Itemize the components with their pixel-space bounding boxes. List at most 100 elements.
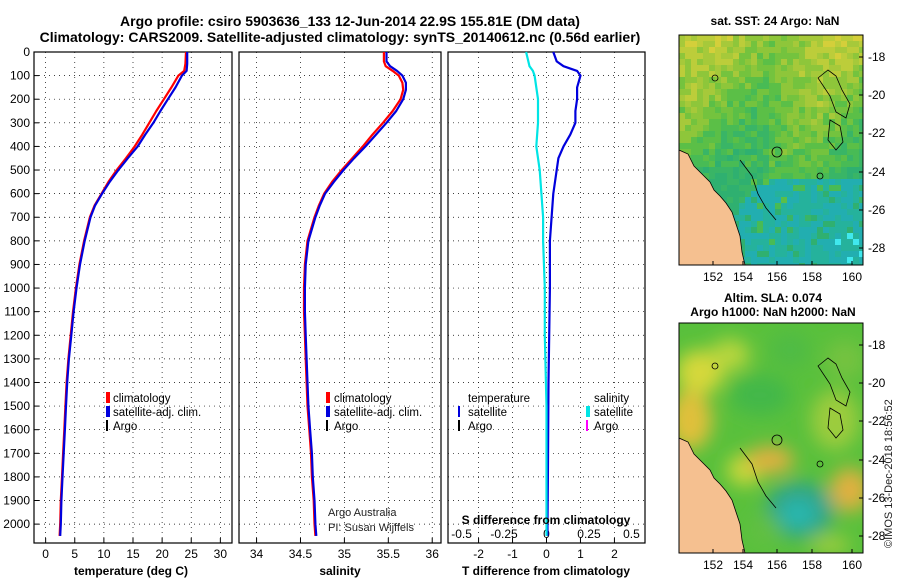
sst-cell xyxy=(715,59,721,65)
sst-cell xyxy=(775,113,781,119)
sst-cell xyxy=(739,107,745,113)
sst-cell xyxy=(841,251,847,257)
sst-cell xyxy=(853,89,859,95)
legend-swatch-satellite xyxy=(106,406,110,417)
sst-cell xyxy=(835,191,841,197)
sst-cell xyxy=(739,167,745,173)
sst-cell xyxy=(769,77,775,83)
sst-cell xyxy=(835,71,841,77)
sst-cell xyxy=(823,173,829,179)
sst-cell xyxy=(859,239,863,245)
sst-cell xyxy=(805,209,811,215)
sst-cell xyxy=(847,245,853,251)
sst-cell xyxy=(847,179,853,185)
sst-cell xyxy=(853,197,859,203)
sst-cell xyxy=(853,71,859,77)
sst-cell xyxy=(805,167,811,173)
sst-cell xyxy=(805,197,811,203)
sst-cell xyxy=(787,245,793,251)
sst-cell xyxy=(829,143,835,149)
sst-cell xyxy=(763,35,769,41)
sst-cell xyxy=(769,251,775,257)
sst-cell xyxy=(841,227,847,233)
sst-cell xyxy=(739,113,745,119)
sst-cell xyxy=(835,263,841,265)
depth-tick-label: 1500 xyxy=(3,399,30,413)
sst-cell xyxy=(679,137,685,143)
sst-cell xyxy=(859,137,863,143)
sst-cell xyxy=(853,215,859,221)
depth-tick-label: 1800 xyxy=(3,470,30,484)
sst-cell xyxy=(715,71,721,77)
sst-cell xyxy=(709,83,715,89)
sst-cell xyxy=(709,173,715,179)
sst-cell xyxy=(841,95,847,101)
sst-cell xyxy=(733,125,739,131)
sst-cell xyxy=(769,257,775,263)
sst-cell xyxy=(679,113,685,119)
sst-cell xyxy=(685,47,691,53)
sst-cell xyxy=(841,173,847,179)
sst-cell xyxy=(775,251,781,257)
sst-cell xyxy=(841,119,847,125)
sst-cell xyxy=(775,41,781,47)
sst-cell xyxy=(763,41,769,47)
sst-cell xyxy=(775,173,781,179)
map-ytick-label: -18 xyxy=(868,50,886,64)
sst-cell xyxy=(751,149,757,155)
sst-cell xyxy=(721,95,727,101)
sst-cell xyxy=(763,53,769,59)
sst-cell xyxy=(847,161,853,167)
sst-cell xyxy=(829,233,835,239)
sst-cell xyxy=(847,263,853,265)
sst-cell xyxy=(799,119,805,125)
sst-cell xyxy=(805,263,811,265)
sst-cell xyxy=(697,125,703,131)
map-ytick-label: -20 xyxy=(868,376,886,390)
sst-cell xyxy=(793,221,799,227)
sst-cell xyxy=(691,59,697,65)
sst-cell xyxy=(781,155,787,161)
sst-cell xyxy=(793,161,799,167)
sst-cell xyxy=(751,227,757,233)
sst-cell xyxy=(685,35,691,41)
sst-cell xyxy=(805,113,811,119)
sst-cell xyxy=(709,167,715,173)
sst-cell xyxy=(835,107,841,113)
sst-cell xyxy=(847,119,853,125)
sst-cell xyxy=(763,161,769,167)
sst-cell xyxy=(721,47,727,53)
sst-cell xyxy=(853,107,859,113)
map-ytick-label: -26 xyxy=(868,203,886,217)
sst-cell xyxy=(721,77,727,83)
sst-cell xyxy=(781,131,787,137)
sst-cell xyxy=(721,173,727,179)
sst-cell xyxy=(715,95,721,101)
sst-cell xyxy=(829,149,835,155)
sst-cell xyxy=(739,59,745,65)
sst-cell xyxy=(811,215,817,221)
sst-cell xyxy=(733,203,739,209)
sst-cell xyxy=(805,95,811,101)
sst-cell xyxy=(829,137,835,143)
sst-cell xyxy=(799,131,805,137)
sst-cell xyxy=(787,119,793,125)
sst-cell xyxy=(757,263,763,265)
salinity-xtick-label: 35 xyxy=(338,547,352,561)
sst-cell xyxy=(757,233,763,239)
salinity-xlabel: salinity xyxy=(319,564,361,578)
sst-cell xyxy=(817,251,823,257)
sst-cell xyxy=(769,83,775,89)
sst-cell xyxy=(703,173,709,179)
sst-cell xyxy=(745,95,751,101)
legend-climatology: climatology xyxy=(113,393,171,405)
depth-tick-label: 0 xyxy=(23,45,30,59)
sst-cell xyxy=(715,119,721,125)
sst-cell xyxy=(799,185,805,191)
salinity-series-climatology xyxy=(302,52,405,536)
sst-cell xyxy=(817,65,823,71)
sst-cell xyxy=(763,239,769,245)
sst-cell xyxy=(739,239,745,245)
sst-cell xyxy=(787,179,793,185)
sst-cell xyxy=(715,149,721,155)
